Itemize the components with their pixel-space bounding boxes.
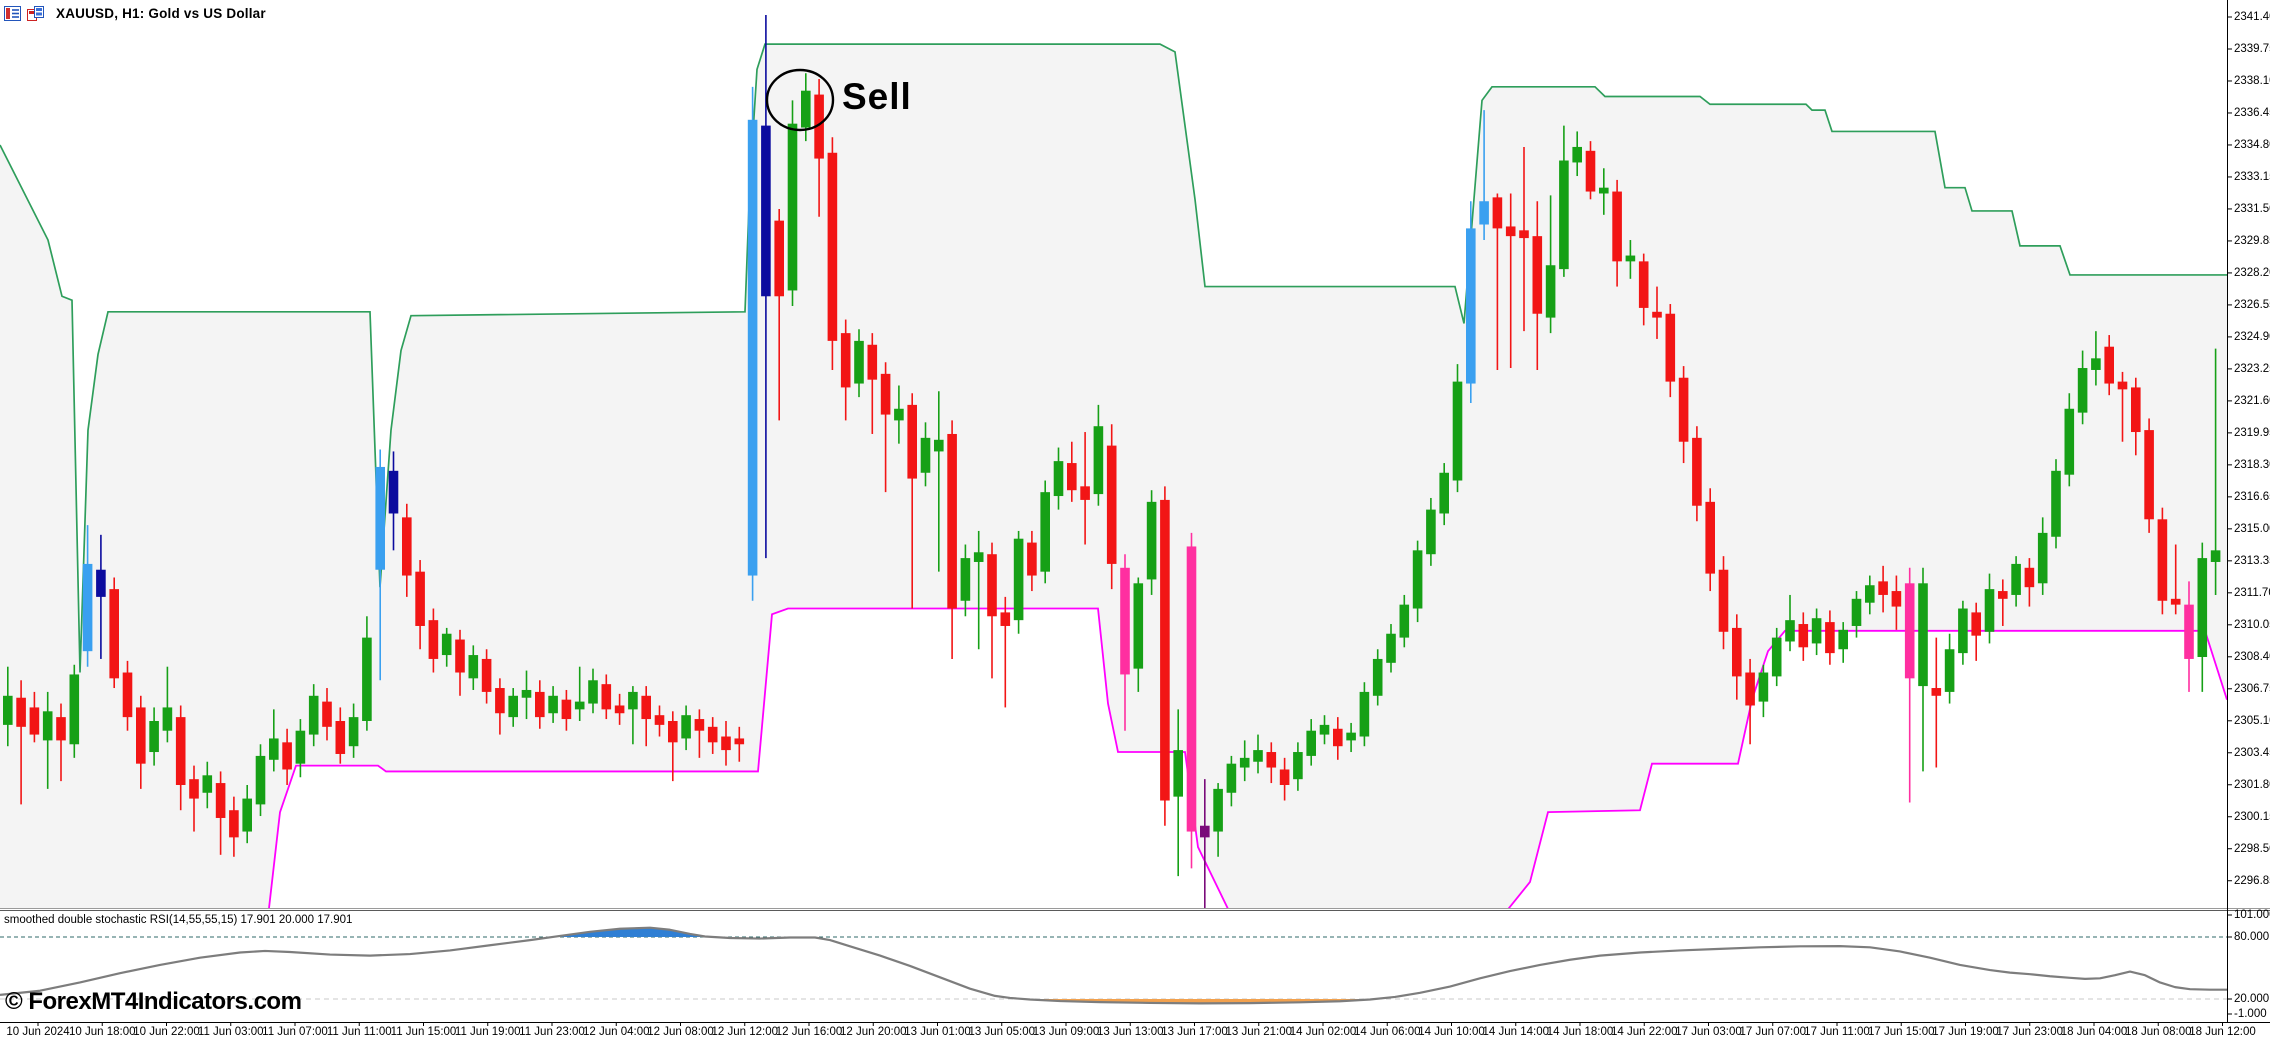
time-axis-label: 10 Jun 2024 <box>6 1026 70 1038</box>
time-axis-label: 14 Jun 18:00 <box>1546 1026 1614 1038</box>
price-axis-label: 2303.45 <box>2234 746 2270 759</box>
oscillator-axis-label: 80.000 <box>2234 931 2270 943</box>
time-axis-label: 17 Jun 11:00 <box>1804 1026 1870 1038</box>
price-axis-label: 2336.45 <box>2234 106 2270 119</box>
watermark-text: © ForexMT4Indicators.com <box>5 988 302 1015</box>
time-axis-label: 13 Jun 09:00 <box>1032 1026 1100 1038</box>
chart-objects-icon[interactable] <box>27 5 44 21</box>
time-axis-label: 12 Jun 04:00 <box>582 1026 650 1038</box>
time-axis-label: 10 Jun 18:00 <box>68 1026 136 1038</box>
price-axis-label: 2321.60 <box>2234 394 2270 407</box>
time-axis-label: 11 Jun 19:00 <box>454 1026 521 1038</box>
time-axis-label: 12 Jun 12:00 <box>711 1026 779 1038</box>
price-axis-label: 2306.75 <box>2234 682 2270 695</box>
time-axis-label: 11 Jun 23:00 <box>519 1026 585 1038</box>
time-axis-label: 14 Jun 22:00 <box>1610 1026 1678 1038</box>
oscillator-axis-label: 20.000 <box>2234 993 2270 1005</box>
time-axis-label: 12 Jun 16:00 <box>775 1026 843 1038</box>
oscillator-axis-label: -1.000 <box>2234 1008 2267 1020</box>
price-axis-label: 2300.15 <box>2234 810 2270 823</box>
price-axis-label: 2305.10 <box>2234 714 2270 727</box>
time-axis-label: 14 Jun 10:00 <box>1418 1026 1485 1038</box>
price-axis-label: 2338.10 <box>2234 74 2270 87</box>
time-axis-label: 11 Jun 03:00 <box>197 1026 264 1038</box>
price-axis-label: 2308.40 <box>2234 650 2270 663</box>
price-axis-label: 2319.95 <box>2234 426 2270 439</box>
time-axis-label: 11 Jun 07:00 <box>262 1026 328 1038</box>
time-axis-label: 12 Jun 08:00 <box>647 1026 714 1038</box>
price-axis-label: 2298.50 <box>2234 842 2270 855</box>
price-axis-label: 2296.85 <box>2234 874 2270 887</box>
chart-title-bar: XAUUSD, H1: Gold vs US Dollar <box>4 4 266 22</box>
price-axis-label: 2301.80 <box>2234 778 2270 791</box>
time-axis-label: 17 Jun 23:00 <box>1996 1026 2064 1038</box>
chart-title: XAUUSD, H1: Gold vs US Dollar <box>56 5 266 21</box>
price-axis-label: 2316.65 <box>2234 490 2270 503</box>
time-axis-label: 18 Jun 04:00 <box>2060 1026 2128 1038</box>
time-axis-label: 10 Jun 22:00 <box>133 1026 200 1038</box>
price-axis-label: 2311.70 <box>2234 586 2270 599</box>
time-axis-label: 14 Jun 02:00 <box>1289 1026 1357 1038</box>
price-axis-label: 2339.75 <box>2234 42 2270 55</box>
price-axis-label: 2333.15 <box>2234 170 2270 183</box>
time-axis-label: 18 Jun 12:00 <box>2189 1026 2256 1038</box>
time-axis-label: 11 Jun 11:00 <box>326 1026 392 1038</box>
time-axis-label: 13 Jun 17:00 <box>1161 1026 1228 1038</box>
indicator-name-label: smoothed double stochastic RSI(14,55,55,… <box>4 914 353 926</box>
time-axis-label: 14 Jun 14:00 <box>1482 1026 1550 1038</box>
time-axis-label: 17 Jun 03:00 <box>1675 1026 1742 1038</box>
time-axis-label: 18 Jun 08:00 <box>2124 1026 2192 1038</box>
price-axis-label: 2318.30 <box>2234 458 2270 471</box>
price-axis-label: 2310.05 <box>2234 618 2270 631</box>
price-axis-label: 2326.55 <box>2234 298 2270 311</box>
indicator-list-icon[interactable] <box>4 5 21 21</box>
sell-circle-annotation[interactable] <box>765 68 835 132</box>
price-axis-label: 2313.35 <box>2234 554 2270 567</box>
price-axis-label: 2328.20 <box>2234 266 2270 279</box>
price-axis-label: 2315.00 <box>2234 522 2270 535</box>
oscillator-axis-label: 101.000 <box>2234 909 2270 921</box>
time-axis-label: 14 Jun 06:00 <box>1353 1026 1421 1038</box>
price-axis-label: 2334.80 <box>2234 138 2270 151</box>
time-axis-label: 12 Jun 20:00 <box>839 1026 907 1038</box>
price-axis-label: 2324.90 <box>2234 330 2270 343</box>
time-axis-label: 13 Jun 13:00 <box>1096 1026 1164 1038</box>
time-axis-label: 17 Jun 07:00 <box>1739 1026 1807 1038</box>
time-axis-label: 13 Jun 05:00 <box>968 1026 1036 1038</box>
time-axis-label: 17 Jun 15:00 <box>1867 1026 1935 1038</box>
time-axis-label: 13 Jun 21:00 <box>1225 1026 1293 1038</box>
price-axis-label: 2331.50 <box>2234 202 2270 215</box>
price-axis-label: 2323.25 <box>2234 362 2270 375</box>
time-axis-label: 11 Jun 15:00 <box>390 1026 457 1038</box>
time-axis-label: 17 Jun 19:00 <box>1932 1026 1999 1038</box>
price-axis-label: 2329.85 <box>2234 234 2270 247</box>
sell-annotation-label[interactable]: Sell <box>842 76 912 117</box>
time-axis-label: 13 Jun 01:00 <box>904 1026 971 1038</box>
price-axis-label: 2341.40 <box>2234 11 2270 23</box>
